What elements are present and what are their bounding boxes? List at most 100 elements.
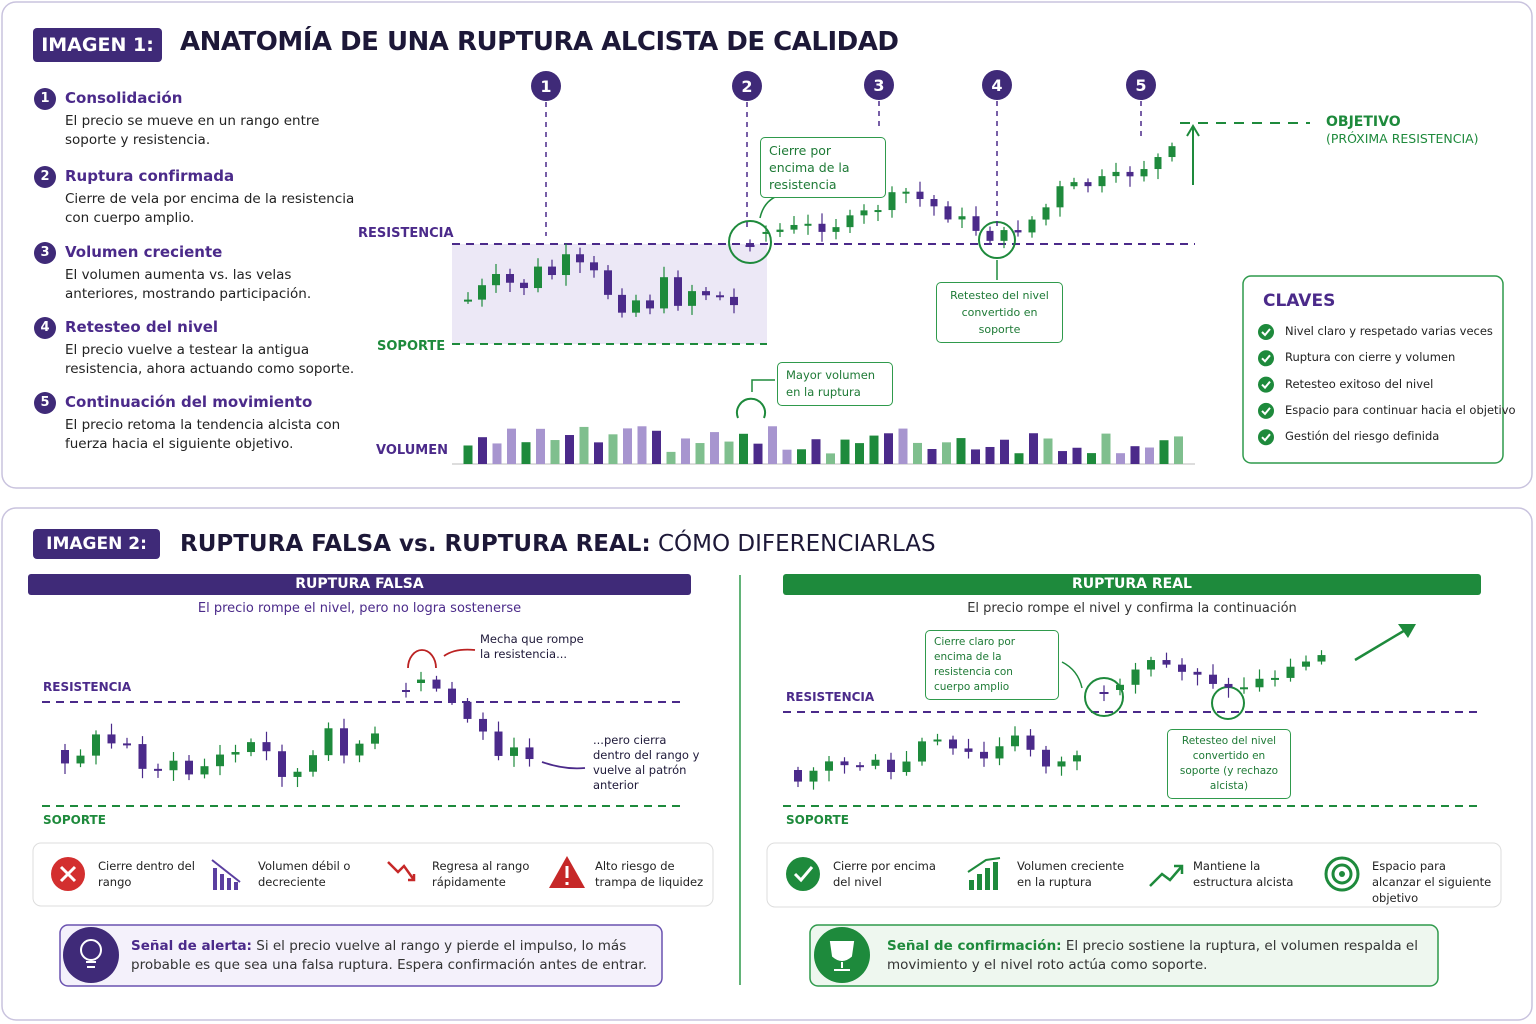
connector <box>751 379 775 392</box>
icon <box>387 861 416 882</box>
candle-body <box>138 744 147 769</box>
volume-bar <box>1043 438 1053 464</box>
callout: Cierre por encima de la resistencia <box>760 137 886 198</box>
icon <box>1149 864 1184 887</box>
candle-body <box>1099 692 1109 694</box>
candle-body <box>871 759 880 766</box>
volume-label: VOLUMEN <box>376 443 448 458</box>
callout: ...pero cierra dentro del rango y vuelve… <box>593 733 700 792</box>
confirm-box <box>809 924 1439 987</box>
volume-bar <box>594 442 603 464</box>
candle-body <box>1084 182 1092 187</box>
volume-bar <box>811 439 821 464</box>
candle-body <box>506 274 514 283</box>
candle-body <box>262 742 271 752</box>
candle-body <box>402 690 410 692</box>
volume-bar <box>1014 453 1024 464</box>
check <box>1261 354 1271 363</box>
sign-text: Mantiene la estructura alcista <box>1193 859 1294 889</box>
candle-body <box>874 210 882 213</box>
marker <box>1126 70 1156 100</box>
volume-bar <box>710 432 719 464</box>
resistance-label: RESISTENCIA <box>43 680 132 694</box>
step-text: Cierre de vela por encima de la resisten… <box>65 191 355 226</box>
volume-bar <box>768 426 777 464</box>
volume-bar <box>1101 433 1111 464</box>
candle-body <box>463 701 472 719</box>
icon <box>967 857 1001 873</box>
candle-body <box>832 227 840 232</box>
sign-text: Volumen creciente en la ruptura <box>1017 859 1125 889</box>
candle-body <box>492 274 500 286</box>
volume-bar <box>985 446 995 464</box>
candle-body <box>510 747 518 756</box>
candle-body <box>200 766 209 775</box>
candle-body <box>1168 146 1176 158</box>
signs-box <box>32 842 714 907</box>
marker-number: 2 <box>741 77 752 96</box>
volume-bar <box>971 449 980 464</box>
candle-body <box>745 245 755 247</box>
sign-text: Cierre por encima del nivel <box>833 859 936 889</box>
key-item: Espacio para continuar hacia el objetivo <box>1285 402 1516 417</box>
highlight <box>728 220 772 264</box>
check <box>1258 429 1274 446</box>
candle-body <box>902 761 911 773</box>
step-number: 3 <box>34 242 56 264</box>
check <box>1258 402 1274 419</box>
volume-bar <box>840 439 850 464</box>
candle-body <box>1028 219 1036 233</box>
volume-bar <box>724 441 734 464</box>
icon <box>59 865 77 883</box>
step-number: 5 <box>34 392 56 414</box>
volume-bar <box>913 442 922 464</box>
step-title: Consolidación <box>65 89 183 107</box>
step-number: 1 <box>34 88 56 110</box>
candle-body <box>804 223 812 226</box>
icons <box>32 275 1504 987</box>
icon <box>211 859 241 883</box>
candle-body <box>702 291 710 296</box>
callout: Mayor volumen en la ruptura <box>777 362 893 406</box>
candle-body <box>995 746 1004 759</box>
step-text: El precio se mueve en un rango entre sop… <box>65 113 320 148</box>
check <box>1258 324 1274 340</box>
candle-body <box>278 751 286 777</box>
callout: Retesteo del nivel convertido en soporte <box>936 282 1063 343</box>
key-item: Ruptura con cierre y volumen <box>1285 350 1456 365</box>
support-label: SOPORTE <box>786 813 849 827</box>
alert-label: Señal de alerta: <box>131 938 252 954</box>
candle-body <box>1240 687 1248 690</box>
volume-bar <box>1072 447 1082 464</box>
candle-body <box>548 266 556 276</box>
candle-body <box>123 743 131 746</box>
candle-body <box>534 266 542 289</box>
candle-body <box>107 734 116 744</box>
icon <box>1324 856 1360 892</box>
title-bold: RUPTURA FALSA vs. RUPTURA REAL: <box>180 531 651 557</box>
volume-bar <box>942 442 951 464</box>
volume-bar <box>753 443 763 464</box>
support-label: SOPORTE <box>377 339 446 354</box>
panel-tag: IMAGEN 2: <box>33 529 160 559</box>
target-arrow <box>1186 124 1200 137</box>
candle-body <box>448 688 456 702</box>
volume-bar <box>855 443 864 464</box>
volume-bar <box>826 453 835 464</box>
candle-body <box>1011 735 1019 747</box>
candle-body <box>846 215 854 228</box>
candle-body <box>1131 669 1140 685</box>
check <box>1258 350 1274 367</box>
volume-bar <box>579 426 589 464</box>
candle-body <box>1070 182 1078 187</box>
candle-body <box>1014 230 1022 233</box>
connector <box>1061 661 1083 689</box>
candle-body <box>840 761 849 766</box>
candle-body <box>646 300 654 309</box>
sign-text: Espacio para alcanzar el siguiente objet… <box>1372 859 1492 905</box>
volume-bar <box>739 433 748 464</box>
candle-body <box>1098 176 1106 187</box>
candle-body <box>776 229 784 232</box>
key-item: Gestión del riesgo definida <box>1285 429 1440 444</box>
candle-body <box>169 760 178 771</box>
